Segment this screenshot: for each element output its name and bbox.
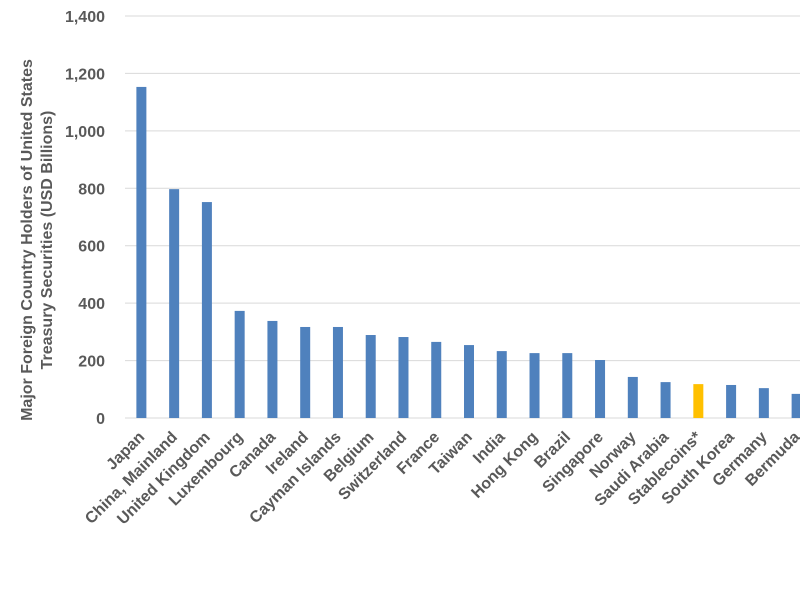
bar xyxy=(169,189,180,418)
bar xyxy=(693,384,704,418)
bar xyxy=(562,353,573,418)
bar xyxy=(332,326,343,418)
bar xyxy=(660,382,671,418)
bar xyxy=(726,384,737,418)
y-axis-title: Major Foreign Country Holders of United … xyxy=(19,59,56,421)
bar xyxy=(201,202,212,418)
y-tick-label: 1,200 xyxy=(65,66,105,83)
bar xyxy=(595,359,606,418)
y-axis-title-line: Treasury Securities (USD Billions) xyxy=(39,111,56,370)
bar xyxy=(136,86,147,418)
bar xyxy=(398,337,409,418)
y-tick-label: 600 xyxy=(78,239,105,256)
y-tick-label: 400 xyxy=(78,296,105,313)
bar xyxy=(234,310,245,418)
y-axis-title-line: Major Foreign Country Holders of United … xyxy=(19,59,36,421)
bar xyxy=(365,335,376,418)
y-tick-label: 1,400 xyxy=(65,9,105,26)
y-tick-label: 1,000 xyxy=(65,124,105,141)
bar xyxy=(758,388,769,418)
bar xyxy=(464,345,474,418)
bar xyxy=(300,326,311,418)
bar xyxy=(791,393,800,418)
bar xyxy=(627,376,638,418)
bar xyxy=(529,353,540,418)
y-tick-label: 200 xyxy=(78,354,105,371)
y-tick-label: 800 xyxy=(78,181,105,198)
bar xyxy=(496,351,507,418)
bar xyxy=(431,341,442,418)
y-tick-label: 0 xyxy=(96,411,105,428)
bar xyxy=(267,320,278,418)
